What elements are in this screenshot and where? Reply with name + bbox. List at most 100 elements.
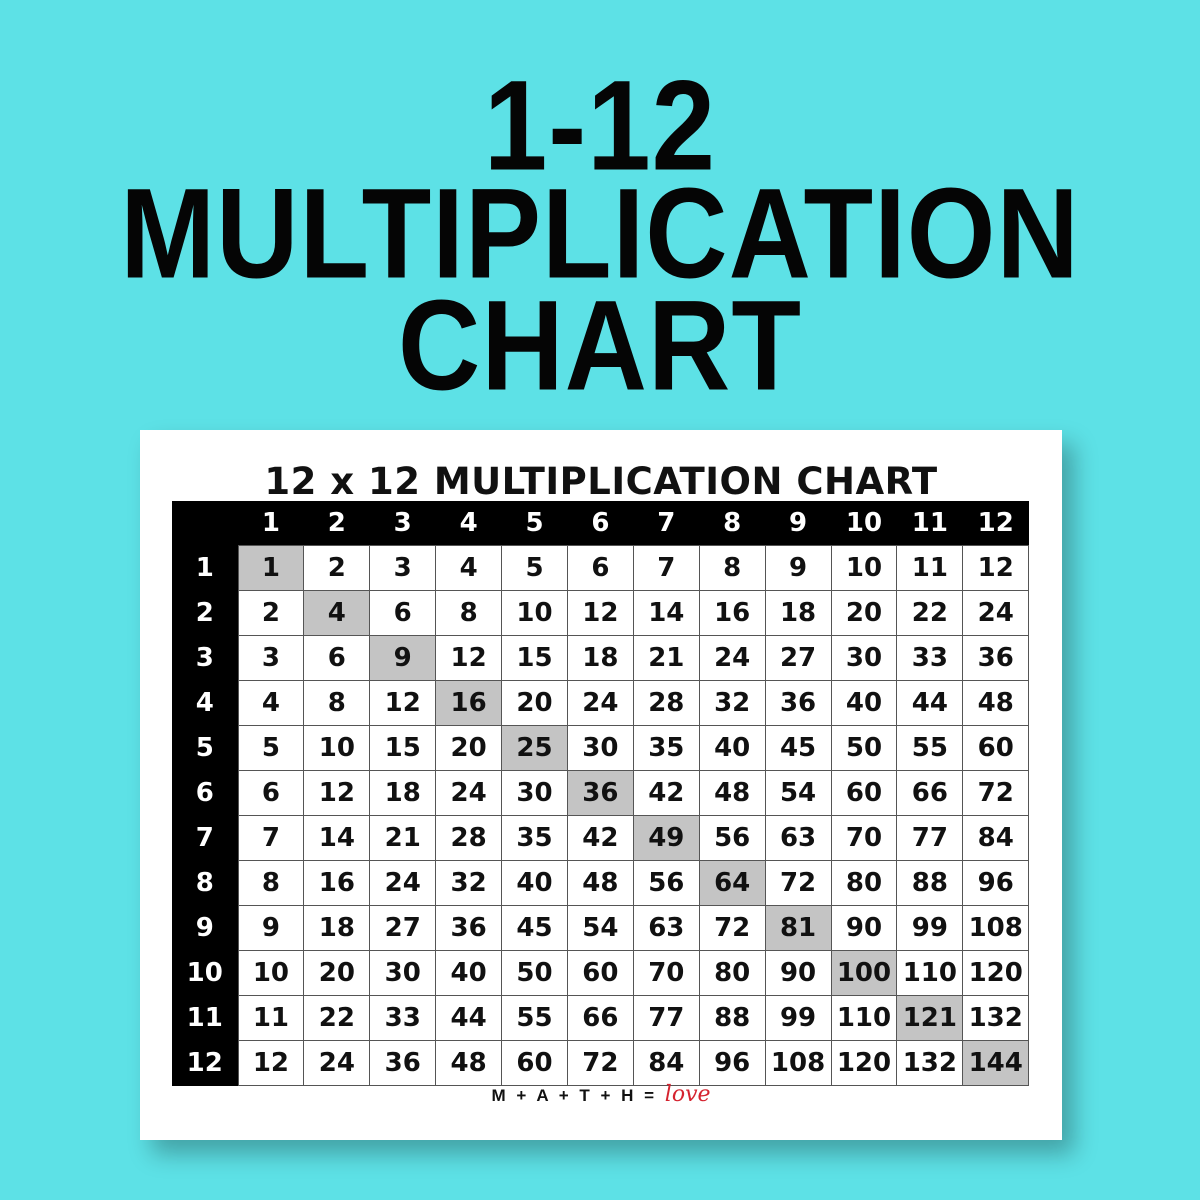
product-cell: 42 <box>566 815 634 861</box>
product-cell: 5 <box>237 725 305 771</box>
product-cell: 14 <box>303 815 371 861</box>
square-cell: 49 <box>632 815 700 861</box>
product-cell: 24 <box>435 770 503 816</box>
product-cell: 18 <box>369 770 437 816</box>
product-cell: 30 <box>566 725 634 771</box>
product-cell: 4 <box>237 680 305 726</box>
square-cell: 4 <box>303 590 371 636</box>
product-cell: 9 <box>237 905 305 951</box>
product-cell: 12 <box>435 635 503 681</box>
table-row: 2 2 4 6 8 10 12 14 16 18 20 22 24 <box>172 590 1030 636</box>
product-cell: 6 <box>303 635 371 681</box>
product-cell: 44 <box>896 680 964 726</box>
column-header: 6 <box>567 501 634 546</box>
product-cell: 96 <box>698 1040 766 1086</box>
product-cell: 21 <box>632 635 700 681</box>
headline-line-2: MULTIPLICATION <box>120 163 1080 306</box>
row-header: 7 <box>172 815 238 861</box>
column-header: 7 <box>633 501 700 546</box>
square-cell: 36 <box>566 770 634 816</box>
product-cell: 20 <box>501 680 568 726</box>
product-cell: 11 <box>237 995 305 1041</box>
product-cell: 10 <box>830 545 898 591</box>
table-row: 6 6 12 18 24 30 36 42 48 54 60 66 72 <box>172 770 1030 816</box>
table-row: 7 7 14 21 28 35 42 49 56 63 70 77 84 <box>172 815 1030 861</box>
product-cell: 70 <box>632 950 700 996</box>
product-cell: 48 <box>566 860 634 906</box>
product-cell: 80 <box>698 950 766 996</box>
product-cell: 12 <box>369 680 437 726</box>
product-cell: 44 <box>435 995 503 1041</box>
square-cell: 16 <box>435 680 503 726</box>
table-row: 12 12 24 36 48 60 72 84 96 108 120 132 144 <box>172 1040 1030 1086</box>
product-cell: 24 <box>962 590 1030 636</box>
product-cell: 63 <box>764 815 832 861</box>
product-cell: 72 <box>764 860 832 906</box>
square-cell: 25 <box>501 725 568 771</box>
product-cell: 15 <box>369 725 437 771</box>
square-cell: 81 <box>764 905 832 951</box>
product-cell: 18 <box>764 590 832 636</box>
product-cell: 88 <box>698 995 766 1041</box>
row-header: 9 <box>172 905 238 951</box>
product-cell: 56 <box>632 860 700 906</box>
product-cell: 84 <box>632 1040 700 1086</box>
product-cell: 108 <box>764 1040 832 1086</box>
product-cell: 120 <box>830 1040 898 1086</box>
product-cell: 7 <box>632 545 700 591</box>
column-header-row: 1 2 3 4 5 6 7 8 9 10 11 12 <box>172 501 1029 546</box>
product-cell: 6 <box>237 770 305 816</box>
product-cell: 27 <box>764 635 832 681</box>
table-row: 3 3 6 9 12 15 18 21 24 27 30 33 36 <box>172 635 1030 681</box>
product-cell: 77 <box>632 995 700 1041</box>
product-cell: 24 <box>566 680 634 726</box>
product-cell: 30 <box>501 770 568 816</box>
product-cell: 40 <box>830 680 898 726</box>
product-cell: 35 <box>501 815 568 861</box>
product-cell: 48 <box>962 680 1030 726</box>
column-header: 1 <box>238 501 304 546</box>
product-cell: 21 <box>369 815 437 861</box>
square-cell: 64 <box>698 860 766 906</box>
product-cell: 40 <box>435 950 503 996</box>
product-cell: 99 <box>896 905 964 951</box>
product-cell: 3 <box>369 545 437 591</box>
column-header: 4 <box>435 501 502 546</box>
product-cell: 72 <box>698 905 766 951</box>
product-cell: 12 <box>566 590 634 636</box>
product-cell: 45 <box>764 725 832 771</box>
product-cell: 40 <box>698 725 766 771</box>
product-cell: 60 <box>501 1040 568 1086</box>
square-cell: 1 <box>237 545 305 591</box>
product-cell: 3 <box>237 635 305 681</box>
product-cell: 55 <box>896 725 964 771</box>
product-cell: 54 <box>566 905 634 951</box>
product-cell: 36 <box>962 635 1030 681</box>
headline-line-1: 1-12 <box>483 55 717 198</box>
square-cell: 9 <box>369 635 437 681</box>
product-cell: 45 <box>501 905 568 951</box>
product-cell: 90 <box>764 950 832 996</box>
column-header: 12 <box>962 501 1029 546</box>
column-header: 10 <box>831 501 897 546</box>
product-cell: 9 <box>764 545 832 591</box>
product-cell: 40 <box>501 860 568 906</box>
table-row: 9 9 18 27 36 45 54 63 72 81 90 99 108 <box>172 905 1030 951</box>
square-cell: 100 <box>830 950 898 996</box>
product-cell: 55 <box>501 995 568 1041</box>
column-header: 8 <box>699 501 766 546</box>
product-cell: 84 <box>962 815 1030 861</box>
row-header: 3 <box>172 635 238 681</box>
product-cell: 24 <box>698 635 766 681</box>
row-header: 4 <box>172 680 238 726</box>
product-cell: 72 <box>566 1040 634 1086</box>
product-cell: 35 <box>632 725 700 771</box>
product-cell: 60 <box>566 950 634 996</box>
product-cell: 5 <box>501 545 568 591</box>
product-cell: 90 <box>830 905 898 951</box>
headline-line-3: CHART <box>398 275 802 418</box>
product-cell: 120 <box>962 950 1030 996</box>
product-cell: 50 <box>501 950 568 996</box>
corner-cell <box>172 501 238 546</box>
multiplication-table: 1 2 3 4 5 6 7 8 9 10 11 12 1 1 2 3 4 5 6 7 8 9 10 11 12 2 2 4 6 8 10 1… <box>172 501 1030 1086</box>
